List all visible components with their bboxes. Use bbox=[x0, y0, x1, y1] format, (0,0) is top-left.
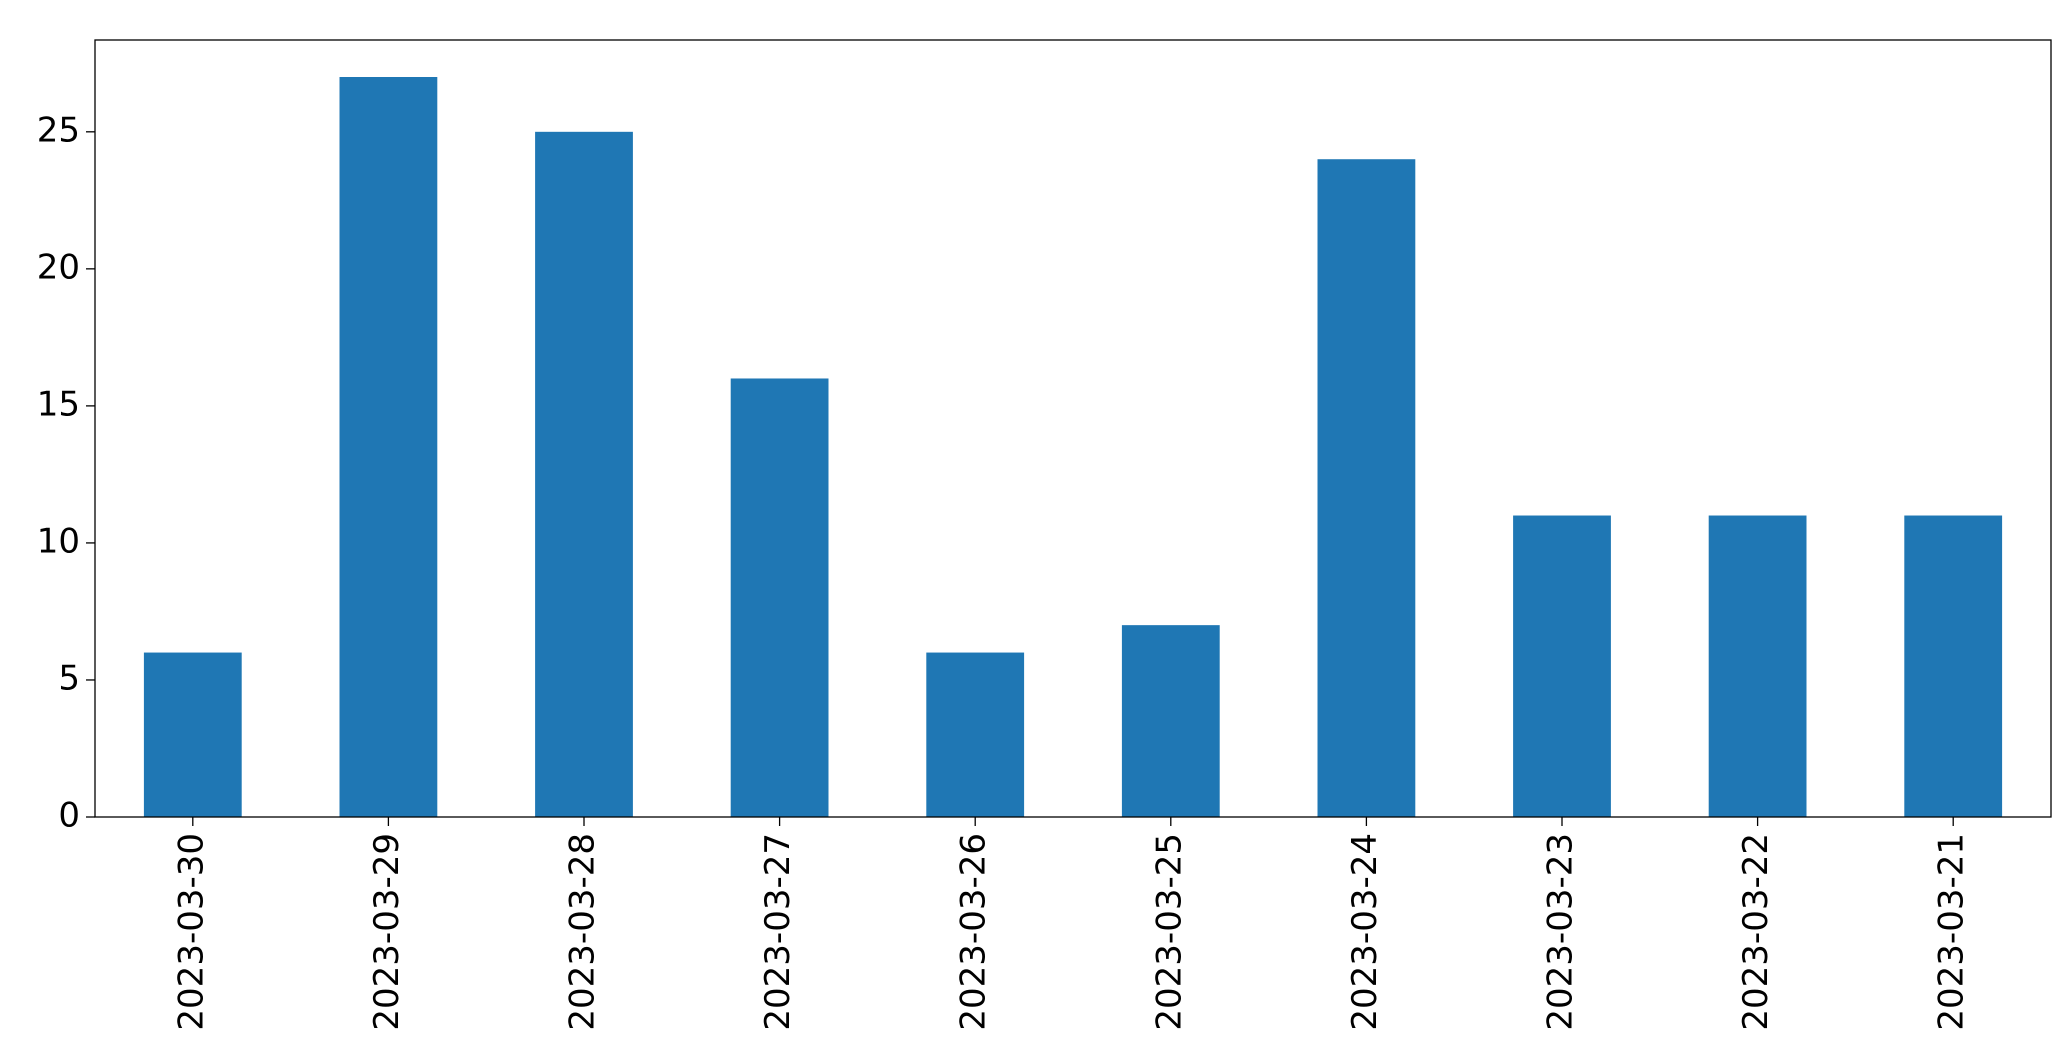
bar bbox=[143, 652, 242, 817]
bar bbox=[535, 131, 633, 817]
bar bbox=[339, 77, 438, 817]
x-tick-label: 2023-03-25 bbox=[1149, 833, 1189, 1031]
bar bbox=[1513, 515, 1611, 817]
plot-frame bbox=[94, 39, 2052, 818]
bar bbox=[1708, 515, 1807, 817]
y-tick-label: 5 bbox=[58, 658, 80, 698]
bar bbox=[730, 378, 829, 817]
bar bbox=[1121, 625, 1220, 817]
x-tick-label: 2023-03-28 bbox=[563, 833, 603, 1031]
bar bbox=[1317, 159, 1416, 817]
y-tick-label: 10 bbox=[37, 521, 80, 561]
x-tick-label: 2023-03-27 bbox=[758, 833, 798, 1031]
x-tick-label: 2023-03-30 bbox=[171, 833, 211, 1031]
x-tick-label: 2023-03-23 bbox=[1541, 833, 1581, 1031]
x-tick-label: 2023-03-22 bbox=[1736, 833, 1776, 1031]
x-tick-label: 2023-03-24 bbox=[1345, 833, 1385, 1031]
x-tick-label: 2023-03-29 bbox=[367, 833, 407, 1031]
y-tick-label: 0 bbox=[58, 796, 80, 836]
y-tick-label: 15 bbox=[37, 384, 80, 424]
y-tick-label: 20 bbox=[37, 247, 80, 287]
x-tick-label: 2023-03-21 bbox=[1932, 833, 1972, 1031]
y-tick-label: 25 bbox=[37, 110, 80, 150]
bar bbox=[926, 652, 1025, 817]
x-tick-label: 2023-03-26 bbox=[954, 833, 994, 1031]
bar bbox=[1904, 515, 2003, 817]
